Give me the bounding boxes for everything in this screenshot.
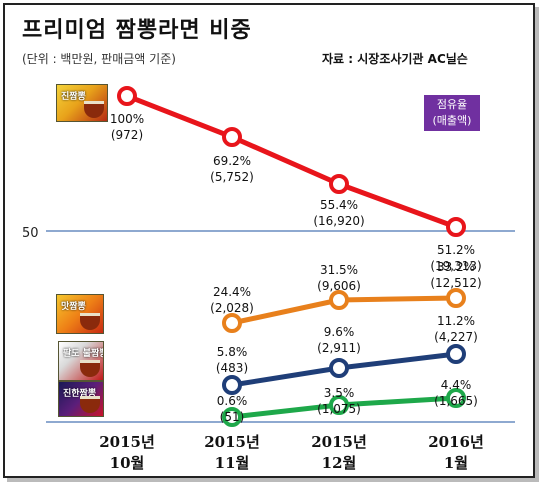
data-label-share: 51.2% [437,243,475,257]
noodle-bowl-icon [80,360,100,377]
data-label-sales: (9,606) [317,279,361,293]
product-label: 맛짬뽕 [61,302,86,312]
data-label-sales: (2,028) [210,301,254,315]
data-point-marker [222,407,242,427]
data-point-marker [222,127,242,147]
x-tick-label-month: 1월 [444,454,468,472]
x-tick-label-month: 10월 [110,454,145,472]
x-tick-label-year: 2015년 [311,433,367,451]
data-label-sales: (2,911) [317,341,361,355]
data-label-share: 69.2% [213,154,251,168]
data-label-share: 33.2% [437,260,475,274]
reference-line-label: 50 [22,226,39,241]
data-point-marker [222,313,242,333]
data-label-sales: (5,752) [210,170,254,184]
data-label-sales: (4,227) [434,330,478,344]
legend-line-1: 점유율 [436,98,468,111]
data-label-share: 100% [110,112,144,126]
data-point-marker [329,174,349,194]
data-point-marker [329,358,349,378]
product-image-matjjamppong: 맛짬뽕 [56,294,104,334]
data-point-marker [329,290,349,310]
data-label-sales: (972) [111,128,143,142]
data-point-marker [446,344,466,364]
source-note: 자료 : 시장조사기관 AC닐슨 [322,52,468,66]
data-label-share: 55.4% [320,198,358,212]
data-label-share: 5.8% [217,345,248,359]
page-title: 프리미엄 짬뽕라면 비중 [22,18,252,43]
data-label-sales: (51) [220,410,245,424]
data-point-marker [329,395,349,415]
x-tick-label-month: 12월 [322,454,357,472]
data-label-sales: (483) [216,361,248,375]
data-label-sales: (12,512) [430,276,481,290]
data-label-share: 9.6% [324,325,355,339]
data-label-share: 3.5% [324,386,355,400]
data-label-sales: (19,313) [430,259,481,273]
data-label-share: 24.4% [213,285,251,299]
x-tick-label-month: 11월 [215,454,250,472]
product-image-jinhanjjamppong: 진한짬뽕 [58,381,104,417]
data-label-share: 0.6% [217,394,248,408]
data-point-marker [117,86,137,106]
data-label-sales: (1,075) [317,402,361,416]
series-line [126,93,457,230]
data-label-share: 31.5% [320,263,358,277]
legend-line-2: (매출액) [432,114,472,127]
x-tick-label-year: 2015년 [204,433,260,451]
data-point-marker [222,375,242,395]
data-label-sales: (1,665) [434,394,478,408]
product-image-jinjjamppong: 진짬뽕 [56,84,108,122]
noodle-bowl-icon [84,101,104,118]
product-label: 진짬뽕 [61,92,86,102]
x-tick-label-year: 2016년 [428,433,484,451]
noodle-bowl-icon [80,313,100,330]
data-label-sales: (16,920) [313,214,364,228]
x-tick-label-year: 2015년 [99,433,155,451]
data-point-marker [446,288,466,308]
product-label: 팔도 불짬뽕 [63,349,104,359]
data-label-share: 4.4% [441,378,472,392]
data-point-marker [446,217,466,237]
product-image-buljjamppong: 팔도 불짬뽕 [58,341,104,381]
product-label: 진한짬뽕 [63,389,97,399]
noodle-bowl-icon [80,396,100,413]
data-label-share: 11.2% [437,314,475,328]
unit-note: (단위 : 백만원, 판매금액 기준) [22,52,176,66]
data-point-marker [446,388,466,408]
legend-badge: 점유율 (매출액) [424,95,480,131]
